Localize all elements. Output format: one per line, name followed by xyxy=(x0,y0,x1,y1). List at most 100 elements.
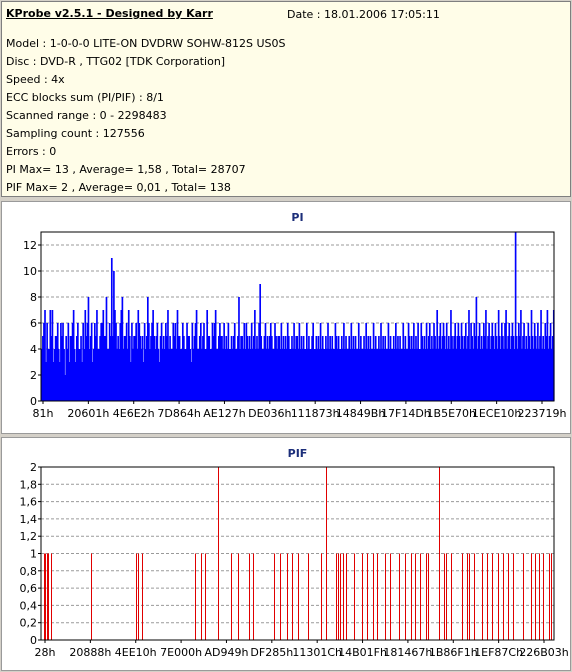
data-bar xyxy=(488,323,490,401)
info-scanned-range: Scanned range : 0 - 2298483 xyxy=(6,109,167,122)
data-bar xyxy=(539,336,541,401)
data-bar xyxy=(165,323,167,401)
data-bar xyxy=(407,323,410,401)
data-bar xyxy=(442,323,445,401)
data-bar xyxy=(276,349,278,401)
data-bar xyxy=(336,349,339,401)
data-bar xyxy=(183,336,185,401)
data-bar xyxy=(499,349,502,401)
data-bar xyxy=(174,323,177,401)
data-bar xyxy=(362,349,364,401)
data-bar xyxy=(135,323,137,401)
data-bar xyxy=(494,323,497,401)
y-tick-label: 2 xyxy=(30,461,37,474)
data-bar xyxy=(114,310,116,401)
data-bar xyxy=(529,349,532,401)
data-bar xyxy=(254,310,256,401)
data-bar xyxy=(263,336,266,401)
x-tick-label: 7D864h xyxy=(157,407,200,420)
data-bar xyxy=(258,323,260,401)
x-tick-label: 14849Bh xyxy=(336,407,386,420)
data-bar xyxy=(81,362,83,401)
data-bar xyxy=(466,349,468,401)
data-bar xyxy=(294,349,296,401)
data-bar xyxy=(74,362,77,401)
data-bar xyxy=(520,310,522,401)
data-bar xyxy=(78,349,80,401)
data-bar xyxy=(332,349,335,401)
data-bar xyxy=(206,310,209,401)
data-bar xyxy=(315,336,318,401)
data-bar xyxy=(229,349,232,401)
data-bar xyxy=(305,323,308,401)
data-bar xyxy=(226,349,229,401)
data-bar xyxy=(491,323,494,401)
data-bar xyxy=(386,349,389,401)
data-bar xyxy=(256,336,258,401)
data-bar xyxy=(385,349,388,401)
data-bar xyxy=(395,323,397,401)
info-pi-stats: PI Max= 13 , Average= 1,58 , Total= 2870… xyxy=(6,163,246,176)
data-bar xyxy=(486,349,488,401)
data-bar xyxy=(389,336,392,401)
data-bar xyxy=(471,336,473,401)
data-bar xyxy=(508,323,511,401)
data-bar xyxy=(444,349,447,401)
data-bar xyxy=(540,310,542,401)
data-bar xyxy=(123,336,126,401)
data-bar xyxy=(415,336,417,401)
data-bar xyxy=(505,310,507,401)
y-tick-label: 1,6 xyxy=(20,496,38,509)
pi-chart: PI 0 2 4 6 8 10 12 81h 20601h 4E6E2h 7D864h AE127h DE… xyxy=(23,211,567,420)
data-bar xyxy=(490,336,493,401)
data-bar xyxy=(105,297,108,401)
data-bar xyxy=(53,349,56,401)
data-bar xyxy=(544,323,547,401)
data-bar xyxy=(212,336,215,401)
data-bar xyxy=(87,297,90,401)
data-bar xyxy=(71,323,74,401)
data-bar xyxy=(244,349,247,401)
data-bar xyxy=(239,349,241,401)
data-bar xyxy=(45,362,47,401)
y-tick-label: 4 xyxy=(30,343,37,356)
data-bar xyxy=(246,336,249,401)
data-bar xyxy=(435,349,437,401)
data-bar xyxy=(208,336,211,401)
data-bar xyxy=(440,349,443,401)
data-bar xyxy=(319,323,322,401)
data-bar xyxy=(401,349,404,401)
data-bar xyxy=(387,323,390,401)
data-bar xyxy=(128,336,131,401)
data-bar xyxy=(281,349,284,401)
x-tick-label: 4E6E2h xyxy=(113,407,155,420)
data-bar xyxy=(382,336,384,401)
data-bar xyxy=(443,336,446,401)
y-tick-label: 6 xyxy=(30,317,37,330)
data-bar xyxy=(82,323,84,401)
data-bar xyxy=(501,323,503,401)
data-bar xyxy=(267,349,270,401)
data-bar xyxy=(523,323,525,401)
data-bar xyxy=(381,349,383,401)
data-bar xyxy=(376,349,379,401)
data-bar xyxy=(162,336,165,401)
data-bar xyxy=(137,310,140,401)
data-bar xyxy=(119,323,122,401)
data-bar xyxy=(57,349,60,401)
data-bar xyxy=(329,336,331,401)
data-bar xyxy=(207,336,210,401)
data-bar xyxy=(302,336,305,401)
data-bar xyxy=(460,323,463,401)
data-bar xyxy=(150,336,152,401)
data-bar xyxy=(343,323,345,401)
y-tick-label: 1 xyxy=(30,548,37,561)
data-bar xyxy=(318,349,321,401)
data-bar xyxy=(507,336,510,401)
data-bar xyxy=(218,336,220,401)
data-bar xyxy=(426,349,429,401)
data-bar xyxy=(371,349,374,401)
data-bar xyxy=(280,323,283,401)
data-bar xyxy=(142,362,145,401)
